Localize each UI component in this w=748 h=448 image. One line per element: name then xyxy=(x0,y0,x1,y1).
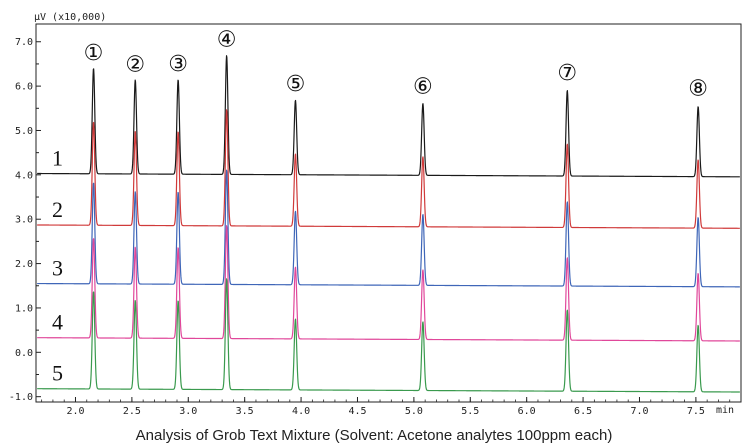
x-tick-label: 6.5 xyxy=(574,406,592,417)
trace-label-2: 2 xyxy=(52,197,63,222)
y-tick-label: 3.0 xyxy=(15,215,33,226)
trace-line-4 xyxy=(36,225,741,342)
trace-label-4: 4 xyxy=(52,310,63,335)
x-tick-label: 7.5 xyxy=(687,406,705,417)
peak-label-2: ② xyxy=(125,52,145,77)
y-tick-label: -1.0 xyxy=(9,392,33,403)
x-tick-label: 6.0 xyxy=(518,406,536,417)
x-tick-label: 3.0 xyxy=(179,406,197,417)
x-tick-label: 3.5 xyxy=(236,406,254,417)
peak-label-3: ③ xyxy=(168,52,188,77)
y-tick-label: 5.0 xyxy=(15,126,33,137)
y-tick-label: 4.0 xyxy=(15,170,33,181)
peak-label-8: ⑧ xyxy=(688,76,708,101)
x-tick-label: 4.5 xyxy=(348,406,366,417)
x-tick-label: 7.0 xyxy=(630,406,648,417)
y-tick-label: 6.0 xyxy=(15,82,33,93)
trace-line-2 xyxy=(36,109,741,229)
trace-label-1: 1 xyxy=(52,146,63,171)
y-tick-label: 0.0 xyxy=(15,348,33,359)
x-axis-unit-label: min xyxy=(716,405,734,416)
peak-labels: ① ② ③ ④ ⑤ ⑥ ⑦ ⑧ xyxy=(84,28,708,102)
trace-line-5 xyxy=(36,278,741,393)
peak-label-4: ④ xyxy=(217,28,237,53)
peak-label-1: ① xyxy=(84,41,104,66)
x-tick-label: 5.5 xyxy=(461,406,479,417)
y-tick-label: 7.0 xyxy=(15,37,33,48)
peak-label-5: ⑤ xyxy=(286,72,306,97)
trace-line-3 xyxy=(36,169,741,288)
trace-label-5: 5 xyxy=(52,361,63,386)
trace-labels: 1 2 3 4 5 xyxy=(52,146,63,386)
trace-line-1 xyxy=(36,55,741,178)
plot-frame xyxy=(35,23,742,403)
chart-caption: Analysis of Grob Text Mixture (Solvent: … xyxy=(136,427,613,444)
x-tick-label: 2.5 xyxy=(123,406,141,417)
peak-label-6: ⑥ xyxy=(413,75,433,100)
x-tick-label: 2.0 xyxy=(66,406,84,417)
y-axis-label: µV (x10,000) xyxy=(34,12,106,23)
trace-label-3: 3 xyxy=(52,256,63,281)
traces xyxy=(36,55,741,393)
y-tick-label: 1.0 xyxy=(15,303,33,314)
peak-label-7: ⑦ xyxy=(557,61,577,86)
x-tick-label: 4.0 xyxy=(292,406,310,417)
y-axis: 7.0 6.0 5.0 4.0 3.0 2.0 1.0 0.0 -1.0 xyxy=(9,37,41,403)
x-tick-label: 5.0 xyxy=(405,406,423,417)
x-axis: 2.0 2.5 3.0 3.5 4.0 4.5 5.0 5.5 6.0 6.5 7.0 7.5 xyxy=(41,397,731,417)
y-tick-label: 2.0 xyxy=(15,259,33,270)
